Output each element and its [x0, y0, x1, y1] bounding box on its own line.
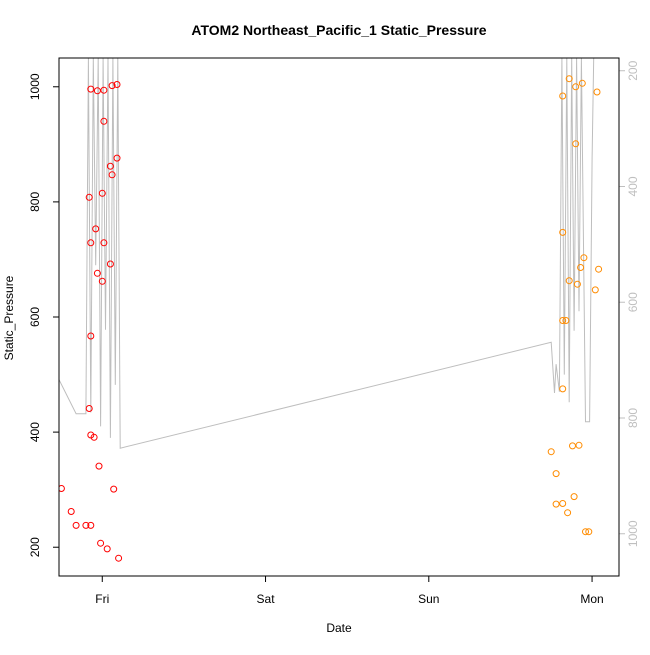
data-point: [591, 286, 599, 294]
axes-layer: Fri Sat Sun Mon 200 400 600 800 1000 200 400 600 800…: [28, 60, 640, 606]
data-point: [572, 140, 580, 148]
data-point: [108, 171, 116, 179]
data-point: [578, 79, 586, 87]
data-point: [595, 265, 603, 273]
data-point: [95, 462, 103, 470]
data-point: [113, 154, 121, 162]
data-point: [565, 277, 573, 285]
data-point: [564, 509, 572, 517]
x-tick-label: Fri: [95, 592, 109, 606]
data-point: [577, 264, 585, 271]
data-point: [87, 332, 95, 340]
data-point: [85, 405, 93, 412]
data-point: [100, 117, 108, 125]
data-point: [582, 528, 589, 536]
data-point: [87, 85, 95, 93]
data-point: [82, 521, 90, 529]
plot-frame: [58, 57, 620, 577]
data-point: [98, 277, 106, 285]
data-point: [108, 82, 116, 90]
x-tick-label: Sat: [257, 592, 276, 606]
points-layer: [59, 75, 603, 562]
data-point: [559, 500, 567, 507]
data-point: [92, 225, 100, 233]
data-point: [547, 448, 555, 456]
data-point: [59, 485, 65, 492]
y-left-tick-label: 600: [28, 307, 42, 327]
data-point: [110, 485, 118, 493]
data-point: [93, 269, 101, 277]
data-point: [575, 441, 583, 449]
data-point: [580, 254, 588, 262]
pressure-line: [59, 58, 595, 449]
data-point: [87, 521, 95, 529]
data-point: [573, 280, 581, 288]
data-point: [103, 545, 111, 553]
data-point: [559, 92, 567, 100]
data-point: [562, 317, 570, 324]
y-right-tick-label: 1000: [626, 520, 640, 547]
data-point: [97, 539, 105, 547]
chart-title: ATOM2 Northeast_Pacific_1 Static_Pressur…: [191, 22, 486, 38]
y-right-tick-label: 400: [626, 176, 640, 196]
data-point: [559, 317, 567, 324]
data-point: [585, 528, 593, 536]
data-point: [67, 508, 75, 515]
y-right-tick-label: 800: [626, 408, 640, 428]
data-point: [93, 87, 101, 95]
x-tick-label: Mon: [580, 592, 603, 606]
data-point: [106, 260, 114, 268]
data-point: [98, 189, 106, 197]
data-point: [85, 193, 93, 201]
data-point: [552, 470, 560, 478]
y-axis-label: Static_Pressure: [2, 275, 16, 360]
data-point: [559, 385, 567, 393]
data-point: [87, 239, 95, 247]
data-point: [569, 442, 576, 450]
data-point: [90, 433, 98, 441]
data-point: [115, 554, 123, 562]
y-left-tick-label: 1000: [28, 73, 42, 100]
y-right-tick-label: 600: [626, 292, 640, 312]
y-left-tick-label: 400: [28, 422, 42, 442]
y-right-tick-label: 200: [626, 60, 640, 80]
series-1: [59, 81, 123, 562]
data-point: [100, 239, 108, 247]
series-2: [547, 75, 603, 536]
pressure-line-layer: [59, 58, 595, 449]
y-left-tick-label: 800: [28, 192, 42, 212]
data-point: [106, 162, 114, 170]
data-point: [113, 81, 121, 88]
x-axis-label: Date: [326, 621, 352, 635]
data-point: [572, 83, 580, 91]
data-point: [570, 493, 578, 501]
data-point: [72, 521, 80, 529]
data-point: [593, 88, 601, 96]
data-point: [559, 228, 567, 236]
data-point: [565, 75, 573, 83]
data-point: [552, 500, 560, 508]
y-left-tick-label: 200: [28, 537, 42, 557]
x-tick-label: Sun: [418, 592, 439, 606]
data-point: [100, 86, 108, 94]
